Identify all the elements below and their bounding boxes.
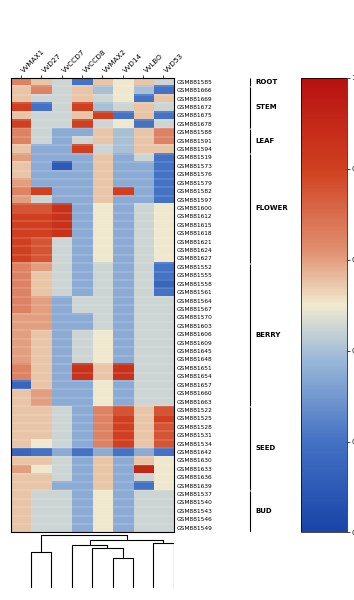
Text: GSM881570: GSM881570 (176, 316, 212, 320)
Text: GSM881651: GSM881651 (176, 366, 212, 371)
Text: GSM881579: GSM881579 (176, 181, 212, 185)
Text: GSM881663: GSM881663 (176, 400, 212, 404)
Text: GSM881612: GSM881612 (176, 214, 212, 220)
Text: FLOWER: FLOWER (255, 205, 288, 211)
Text: GSM881555: GSM881555 (176, 273, 212, 278)
Text: GSM881624: GSM881624 (176, 248, 212, 253)
Text: GSM881528: GSM881528 (176, 425, 212, 430)
Text: GSM881603: GSM881603 (176, 324, 212, 329)
Text: GSM881657: GSM881657 (176, 383, 212, 388)
Text: ROOT: ROOT (255, 79, 278, 85)
Text: GSM881669: GSM881669 (176, 97, 212, 101)
Text: GSM881660: GSM881660 (176, 391, 212, 396)
Text: GSM881645: GSM881645 (176, 349, 212, 354)
Text: GSM881525: GSM881525 (176, 416, 212, 421)
Text: GSM881591: GSM881591 (176, 139, 212, 143)
Text: GSM881588: GSM881588 (176, 130, 212, 135)
Text: GSM881522: GSM881522 (176, 408, 212, 413)
Text: GSM881594: GSM881594 (176, 147, 212, 152)
Text: GSM881621: GSM881621 (176, 239, 212, 245)
Text: GSM881633: GSM881633 (176, 467, 212, 472)
Text: GSM881666: GSM881666 (176, 88, 212, 93)
Text: GSM881558: GSM881558 (176, 281, 212, 287)
Text: GSM881549: GSM881549 (176, 526, 212, 531)
Text: GSM881546: GSM881546 (176, 517, 212, 523)
Text: GSM881636: GSM881636 (176, 475, 212, 480)
Text: GSM881597: GSM881597 (176, 197, 212, 203)
Text: GSM881609: GSM881609 (176, 341, 212, 346)
Text: GSM881561: GSM881561 (176, 290, 212, 295)
Text: GSM881531: GSM881531 (176, 433, 212, 438)
Text: GSM881615: GSM881615 (176, 223, 212, 228)
Text: GSM881642: GSM881642 (176, 450, 212, 455)
Text: GSM881618: GSM881618 (176, 231, 212, 236)
Text: GSM881537: GSM881537 (176, 492, 212, 497)
Text: GSM881630: GSM881630 (176, 458, 212, 463)
Text: GSM881573: GSM881573 (176, 164, 212, 169)
Text: SEED: SEED (255, 445, 275, 451)
Text: BERRY: BERRY (255, 332, 281, 338)
Text: GSM881585: GSM881585 (176, 80, 212, 85)
Text: GSM881606: GSM881606 (176, 332, 212, 337)
Text: GSM881678: GSM881678 (176, 122, 212, 127)
Text: GSM881567: GSM881567 (176, 307, 212, 312)
Text: GSM881576: GSM881576 (176, 172, 212, 177)
Text: GSM881600: GSM881600 (176, 206, 212, 211)
Text: GSM881654: GSM881654 (176, 374, 212, 379)
Text: GSM881519: GSM881519 (176, 155, 212, 160)
Text: BUD: BUD (255, 508, 272, 514)
Text: GSM881672: GSM881672 (176, 105, 212, 110)
Text: GSM881639: GSM881639 (176, 484, 212, 488)
Text: GSM881648: GSM881648 (176, 358, 212, 362)
Text: GSM881564: GSM881564 (176, 299, 212, 304)
Text: GSM881552: GSM881552 (176, 265, 212, 270)
Text: GSM881627: GSM881627 (176, 256, 212, 262)
Text: STEM: STEM (255, 104, 277, 110)
Text: GSM881540: GSM881540 (176, 500, 212, 505)
Text: GSM881582: GSM881582 (176, 189, 212, 194)
Text: GSM881534: GSM881534 (176, 442, 212, 446)
Text: LEAF: LEAF (255, 138, 274, 144)
Text: GSM881675: GSM881675 (176, 113, 212, 118)
Text: GSM881543: GSM881543 (176, 509, 212, 514)
